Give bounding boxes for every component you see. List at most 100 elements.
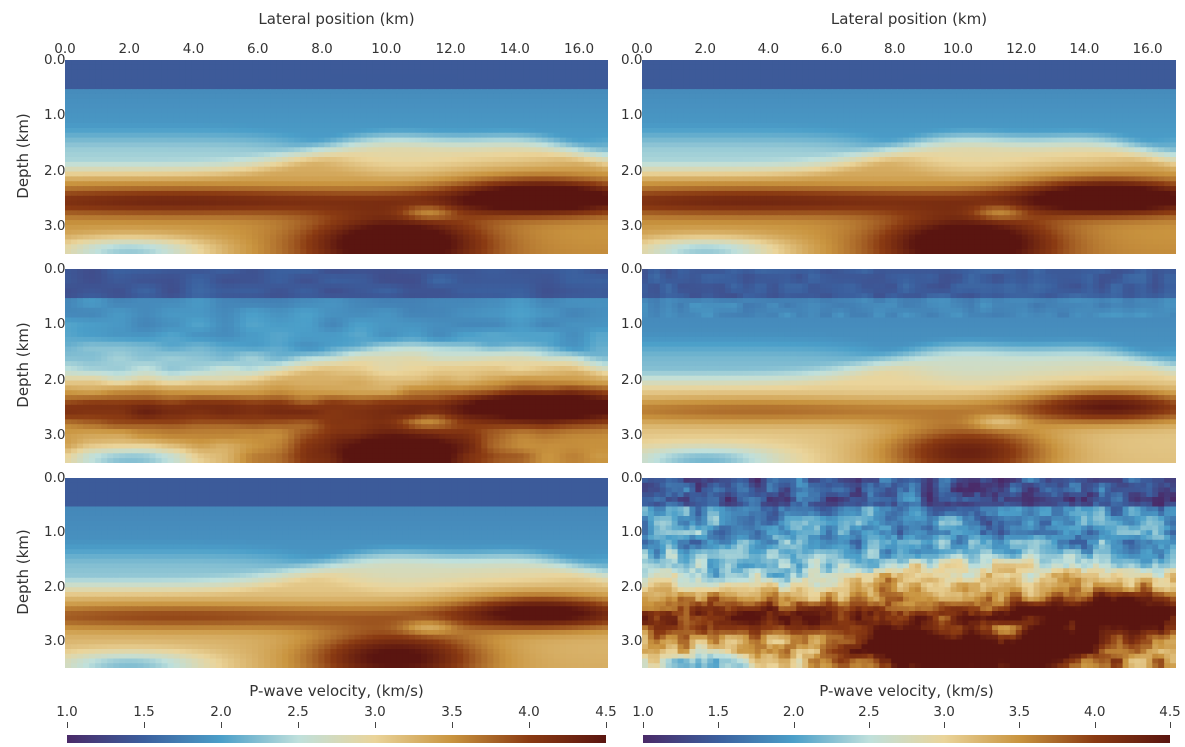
heatmap-cell <box>451 225 458 230</box>
heatmap-cell <box>198 167 205 172</box>
heatmap-cell <box>379 210 386 215</box>
heatmap-cell <box>119 172 126 177</box>
heatmap-cell <box>602 113 608 118</box>
heatmap-cell <box>524 220 531 225</box>
heatmap-cell <box>505 186 512 191</box>
heatmap-cell <box>590 239 597 244</box>
heatmap-cell <box>536 99 543 104</box>
heatmap-cell <box>590 123 597 128</box>
heatmap-cell <box>258 104 265 109</box>
heatmap-cell <box>844 109 851 114</box>
heatmap-cell <box>986 123 993 128</box>
heatmap-cell <box>349 147 356 152</box>
heatmap-cell <box>980 65 987 70</box>
heatmap-cell <box>518 109 525 114</box>
heatmap-cell <box>927 60 934 65</box>
heatmap-cell <box>101 235 108 240</box>
heatmap-cell <box>511 118 518 123</box>
heatmap-cell <box>367 167 374 172</box>
heatmap-cell <box>415 191 422 196</box>
heatmap-cell <box>602 191 608 196</box>
heatmap-cell <box>433 60 440 65</box>
heatmap-cell <box>391 104 398 109</box>
heatmap-cell <box>204 104 211 109</box>
heatmap-cell <box>986 128 993 133</box>
heatmap-cell <box>445 104 452 109</box>
heatmap-cell <box>391 152 398 157</box>
heatmap-cell <box>415 196 422 201</box>
heatmap-cell <box>505 147 512 152</box>
heatmap-cell <box>77 75 84 80</box>
heatmap-cell <box>945 65 952 70</box>
heatmap-cell <box>1099 118 1106 123</box>
heatmap-cell <box>234 230 241 235</box>
heatmap-cell <box>192 191 199 196</box>
heatmap-cell <box>149 210 156 215</box>
heatmap-cell <box>240 123 247 128</box>
heatmap-cell <box>838 60 845 65</box>
heatmap-cell <box>790 128 797 133</box>
heatmap-cell <box>433 99 440 104</box>
heatmap-cell <box>826 79 833 84</box>
heatmap-cell <box>385 162 392 167</box>
heatmap-cell <box>198 239 205 244</box>
heatmap-cell <box>773 104 780 109</box>
heatmap-cell <box>324 79 331 84</box>
heatmap-cell <box>1063 113 1070 118</box>
heatmap-cell <box>379 104 386 109</box>
heatmap-cell <box>820 79 827 84</box>
heatmap-cell <box>1140 94 1147 99</box>
heatmap-cell <box>318 94 325 99</box>
heatmap-cell <box>475 176 482 181</box>
heatmap-cell <box>1045 128 1052 133</box>
heatmap-cell <box>288 94 295 99</box>
heatmap-cell <box>530 210 537 215</box>
heatmap-cell <box>234 104 241 109</box>
heatmap-cell <box>731 75 738 80</box>
heatmap-cell <box>101 220 108 225</box>
heatmap-cell <box>986 75 993 80</box>
heatmap-cell <box>174 128 181 133</box>
heatmap-cell <box>89 220 96 225</box>
heatmap-cell <box>403 60 410 65</box>
heatmap-cell <box>282 244 289 249</box>
heatmap-cell <box>548 186 555 191</box>
heatmap-cell <box>584 75 591 80</box>
heatmap-cell <box>554 84 561 89</box>
heatmap-cell <box>222 60 229 65</box>
heatmap-cell <box>951 65 958 70</box>
heatmap-cell <box>385 201 392 206</box>
heatmap-cell <box>186 133 193 138</box>
heatmap-cell <box>1057 99 1064 104</box>
heatmap-cell <box>945 99 952 104</box>
heatmap-cell <box>168 60 175 65</box>
heatmap-cell <box>560 191 567 196</box>
heatmap-cell <box>689 109 696 114</box>
heatmap-cell <box>107 152 114 157</box>
heatmap-cell <box>210 176 217 181</box>
heatmap-cell <box>192 75 199 80</box>
heatmap-cell <box>234 118 241 123</box>
heatmap-cell <box>246 75 253 80</box>
heatmap-cell <box>481 157 488 162</box>
heatmap-cell <box>1004 84 1011 89</box>
heatmap-cell <box>343 249 350 254</box>
heatmap-cell <box>481 220 488 225</box>
heatmap-cell <box>814 65 821 70</box>
heatmap-cell <box>95 249 102 254</box>
heatmap-cell <box>71 215 78 220</box>
heatmap-cell <box>560 186 567 191</box>
heatmap-cell <box>107 230 114 235</box>
heatmap-cell <box>1081 89 1088 94</box>
heatmap-cell <box>131 186 138 191</box>
heatmap-cell <box>143 138 150 143</box>
heatmap-cell <box>337 75 344 80</box>
heatmap-cell <box>330 176 337 181</box>
heatmap-cell <box>234 128 241 133</box>
heatmap-cell <box>1063 70 1070 75</box>
heatmap-cell <box>602 75 608 80</box>
y-tick-label: 1.0 <box>44 107 65 123</box>
heatmap-cell <box>246 215 253 220</box>
heatmap-cell <box>654 84 661 89</box>
heatmap-cell <box>330 244 337 249</box>
